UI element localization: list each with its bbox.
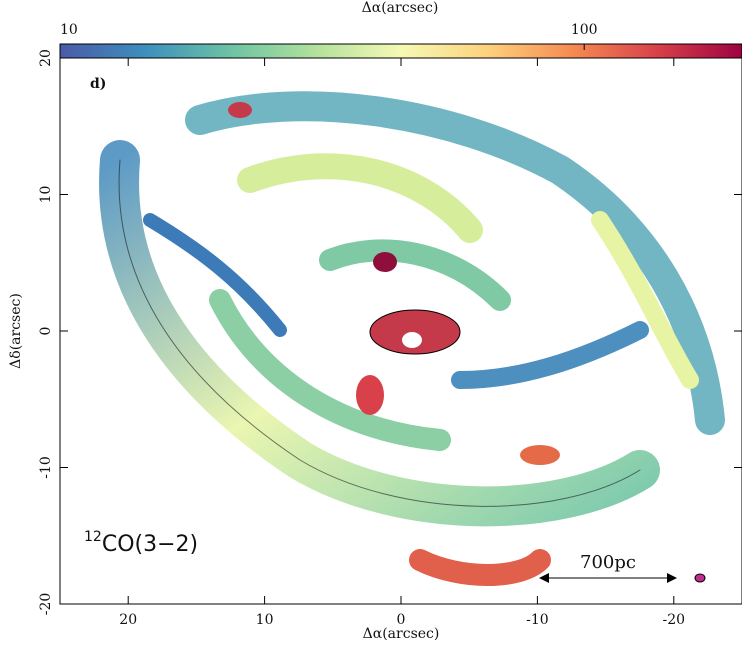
x-tick-label: 20 xyxy=(119,612,137,628)
chart: Δα(arcsec) d) Δα(arcsec) Δδ(arcsec) 12CO… xyxy=(0,0,742,654)
x-tick-label: 10 xyxy=(256,612,274,628)
x-tick-label: -20 xyxy=(663,612,686,628)
line-label: 12CO(3−2) xyxy=(84,529,198,557)
panel-label: d) xyxy=(90,76,106,92)
y-tick-label: 20 xyxy=(38,49,54,67)
y-axis-label: Δδ(arcsec) xyxy=(8,293,24,369)
isotope: 12 xyxy=(84,529,102,545)
y-tick-label: 0 xyxy=(38,327,54,336)
colorbar-tick-label: 100 xyxy=(571,22,598,38)
y-tick-label: 10 xyxy=(38,186,54,204)
x-tick-label: 0 xyxy=(397,612,406,628)
colorbar-tick-label: 10 xyxy=(60,22,78,38)
colorbar-label: Δα(arcsec) xyxy=(362,0,439,16)
y-tick-label: -20 xyxy=(38,593,54,616)
galaxy-map xyxy=(119,102,710,582)
colorbar xyxy=(60,44,742,58)
x-axis-label: Δα(arcsec) xyxy=(363,626,440,642)
scale-label: 700pc xyxy=(580,552,636,573)
x-tick-label: -10 xyxy=(526,612,549,628)
y-tick-label: -10 xyxy=(38,456,54,479)
species: CO(3−2) xyxy=(102,532,198,557)
